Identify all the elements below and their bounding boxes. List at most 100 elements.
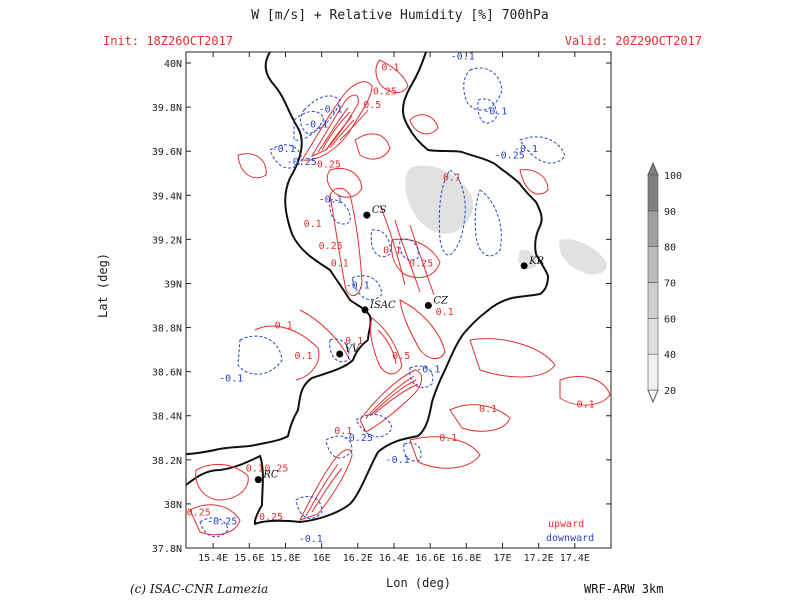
colorbar-lower-arrow [647,389,659,404]
colorbar-segment [647,282,659,319]
lat-tick-label: 39.2N [152,235,182,246]
chart-title: W [m/s] + Relative Humidity [%] 700hPa [251,8,549,23]
contour-label: -0.1 [219,373,243,384]
x-axis-label: Lon (deg) [386,576,452,590]
humidity-shading [405,165,607,275]
lon-tick-label: 15.6E [234,553,264,564]
city-label: ISAC [369,300,396,311]
lat-tick-label: 38.4N [152,412,182,423]
lat-tick-label: 38.2N [152,456,182,467]
contour-label: 0.5 [392,351,410,362]
contour-label: 0.1 [381,62,399,73]
lat-tick-label: 39.4N [152,191,182,202]
contour-label: 0.1 [331,259,349,270]
lon-tick-label: 16.2E [343,553,373,564]
contour-label: 0.25 [409,259,433,270]
city-marker [336,350,344,358]
contour-label: -0.1 [299,534,323,545]
contour-label: -0.1 [416,364,440,375]
contour-label: 0.25 [319,241,343,252]
city-marker [254,476,262,484]
city-marker [520,262,528,270]
city-marker [424,302,432,310]
colorbar: 20 40 60 70 80 90 100 [647,161,682,404]
contour-label: 0.5 [363,100,381,111]
lat-tick-label: 37.8N [152,544,182,555]
contour-label: 0.1 [275,320,293,331]
contour-label: -0.1 [304,120,328,131]
contour-label: -0.1 [514,144,538,155]
lat-tick-label: 38N [164,500,182,511]
colorbar-segment [647,246,659,283]
city-label: VV [345,344,361,355]
coastline [185,51,550,526]
contour-label: -0.1 [319,104,343,115]
contour-label: 0.1 [436,307,454,318]
contour-label: -0.25 [287,157,317,168]
contour-label: 0.1 [304,219,322,230]
lon-tick-label: 15.4E [198,553,228,564]
colorbar-segment [647,318,659,355]
contour-label: -0.25 [207,517,237,528]
legend-upward: upward [548,519,584,530]
lon-tick-label: 15.8E [270,553,300,564]
contour-label: 0.25 [264,464,288,475]
colorbar-segment [647,174,659,212]
colorbar-label: 70 [664,279,676,290]
credit-label: (c) ISAC-CNR Lamezia [130,582,269,596]
contour-label: 0.1 [246,464,264,475]
city-marker [361,306,369,314]
axis-ticks: 15.4E 15.6E 15.8E 16E 16.2E 16.4E 16.6E 16.8E 17… [152,52,611,564]
colorbar-label: 40 [664,350,676,361]
lon-tick-label: 16E [313,553,331,564]
contour-label: -0.1 [346,281,370,292]
contour-label: -0.1 [483,107,507,118]
colorbar-upper-arrow [647,161,659,176]
lon-tick-label: 17.2E [524,553,554,564]
contour-label: 0.1 [439,433,457,444]
city-label: CS [372,205,387,216]
contour-label: -0.1 [319,195,343,206]
lat-tick-label: 40N [164,59,182,70]
colorbar-label: 80 [664,243,676,254]
contour-label: -0.1 [272,144,296,155]
contour-label: -0.1 [386,455,410,466]
lat-tick-label: 38.8N [152,324,182,335]
init-time-label: Init: 18Z26OCT2017 [103,34,234,48]
colorbar-label: 100 [664,171,682,182]
contour-label: 0.1 [345,336,363,347]
contour-label: -0.1 [451,51,475,62]
contour-label: 0.1 [443,173,461,184]
lat-tick-label: 38.6N [152,368,182,379]
city-label: KR [528,256,544,267]
city-markers: CS KR CZ ISAC VV RC [254,205,545,484]
plot-frame [185,51,612,549]
valid-time-label: Valid: 20Z29OCT2017 [564,34,702,48]
colorbar-label: 60 [664,314,676,325]
contour-label: 0.1 [334,426,352,437]
city-label: RC [262,470,279,481]
contour-label: 0.1 [577,400,595,411]
contour-label: 0.1 [479,404,497,415]
contour-label: -0.25 [343,433,373,444]
contour-label: 0.25 [317,159,341,170]
contour-label: 0.25 [373,87,397,98]
colorbar-label: 20 [664,386,676,397]
colorbar-segment [647,210,659,247]
lon-tick-label: 16.4E [379,553,409,564]
lon-tick-label: 16.8E [451,553,481,564]
contour-label: 0.25 [259,512,283,523]
contour-label: 0.1 [383,245,401,256]
colorbar-label: 90 [664,207,676,218]
contour-label: 0.1 [295,351,313,362]
legend-downward: downward [546,533,594,544]
lon-tick-label: 17E [493,553,511,564]
lat-tick-label: 39N [164,279,182,290]
contour-label: 0.25 [187,508,211,519]
lat-tick-label: 39.6N [152,147,182,158]
contour-label: -0.25 [495,151,525,162]
contour-field [189,59,611,538]
lat-tick-label: 39.8N [152,103,182,114]
model-label: WRF-ARW 3km [584,582,664,596]
